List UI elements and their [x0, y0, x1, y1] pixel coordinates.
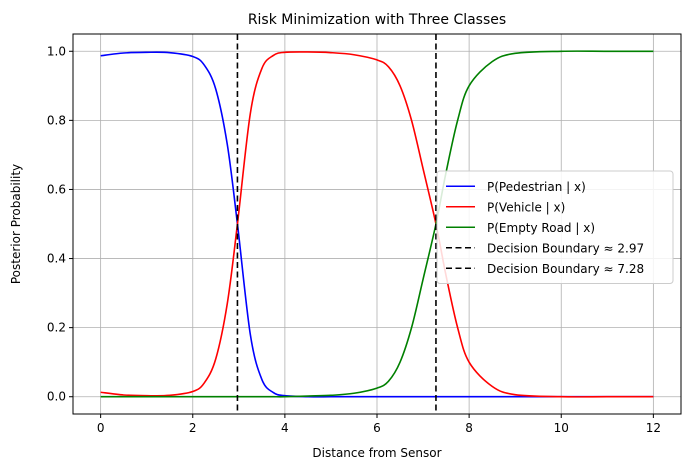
legend-label: Decision Boundary ≈ 2.97 — [487, 241, 644, 255]
legend-label: Decision Boundary ≈ 7.28 — [487, 262, 644, 276]
x-tick-label: 2 — [189, 421, 197, 435]
series-line-p-pedestrian-x — [100, 51, 654, 398]
x-tick-label: 0 — [97, 421, 105, 435]
decision-boundaries — [236, 34, 437, 414]
axis-ticks: 0 2 4 6 8 10 12 0.0 0.2 0.4 0.6 0.8 1.0 — [47, 44, 661, 435]
y-axis-label: Posterior Probability — [9, 164, 23, 284]
y-tick-label: 0.8 — [47, 113, 66, 127]
x-tick-label: 10 — [554, 421, 569, 435]
y-tick-label: 0.0 — [47, 390, 66, 404]
y-tick-label: 0.4 — [47, 252, 66, 266]
series-lines — [100, 50, 654, 398]
x-axis-label: Distance from Sensor — [312, 446, 441, 460]
legend-label: P(Vehicle | x) — [487, 200, 565, 214]
x-tick-label: 8 — [465, 421, 473, 435]
legend-label: P(Empty Road | x) — [487, 221, 595, 235]
x-tick-label: 4 — [281, 421, 289, 435]
x-tick-label: 12 — [646, 421, 661, 435]
chart-title: Risk Minimization with Three Classes — [248, 12, 506, 28]
series-line-p-empty-road-x — [100, 50, 654, 398]
y-tick-label: 0.6 — [47, 182, 66, 196]
legend: P(Pedestrian | x) P(Vehicle | x) P(Empty R… — [436, 170, 674, 284]
legend-label: P(Pedestrian | x) — [487, 180, 586, 194]
x-tick-label: 6 — [373, 421, 381, 435]
series-line-p-vehicle-x — [100, 51, 654, 398]
legend-box — [436, 170, 674, 284]
y-tick-label: 0.2 — [47, 321, 66, 335]
y-tick-label: 1.0 — [47, 44, 66, 58]
